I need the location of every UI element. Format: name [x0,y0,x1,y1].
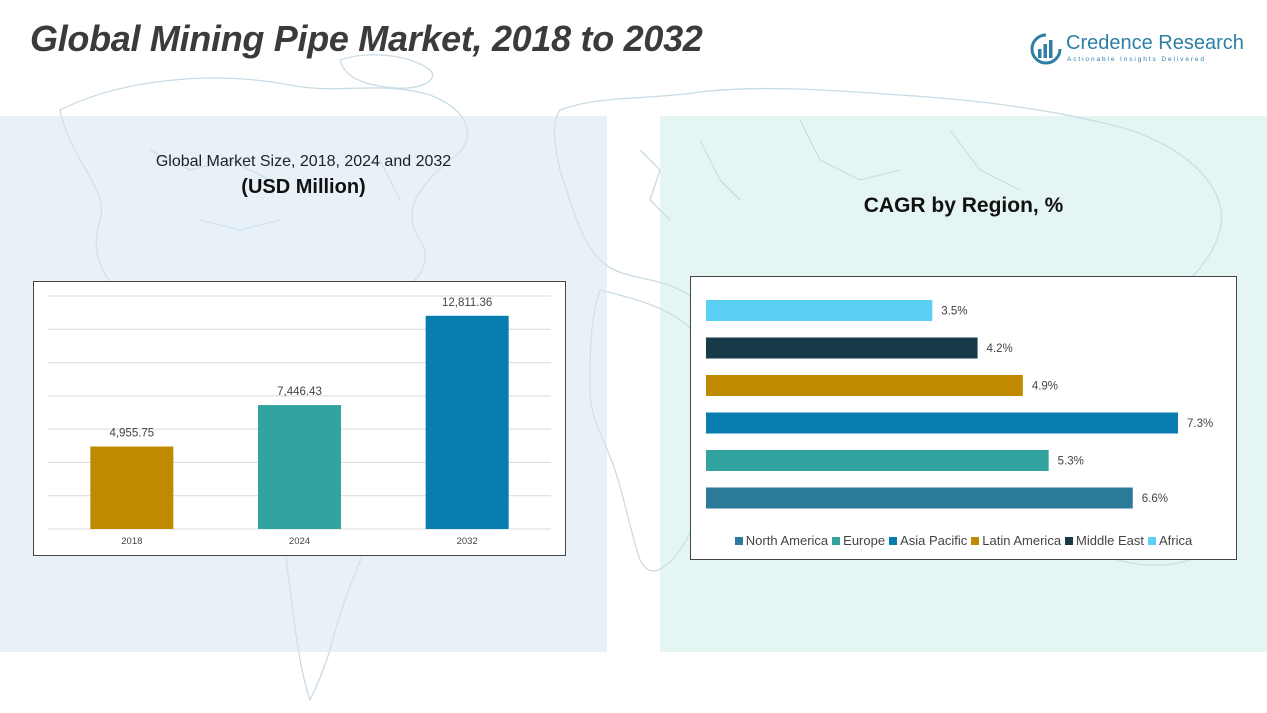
hbar-value-label: 7.3% [1187,418,1213,430]
legend-label: North America [745,533,829,548]
hbar-latin-america [706,375,1023,396]
legend-item: Africa [1147,533,1193,548]
hbar-north-america [706,487,1133,509]
hbar-value-label: 6.6% [1142,493,1168,505]
legend-swatch [889,537,898,545]
hbar-value-label: 3.5% [941,306,967,318]
legend-swatch [971,537,980,545]
cagr-title: CAGR by Region, % [863,194,1064,217]
credence-research-logo: Credence Research Actionable Insights De… [1030,32,1244,72]
legend-label: Latin America [982,533,1062,548]
page-title: Global Mining Pipe Market, 2018 to 2032 [30,18,703,59]
logo-name: Credence Research [1066,32,1244,54]
legend-item: Middle East [1065,533,1144,548]
hbar-europe [706,450,1049,471]
market-size-subtitle: Global Market Size, 2018, 2024 and 2032 [155,153,452,170]
hbar-value-label: 5.3% [1058,456,1084,468]
market-size-chart-svg: 4,955.75 2018 7,446.43 2024 12,811.36 2032 [48,295,551,547]
bar-2024 [258,405,341,529]
logo-tagline: Actionable Insights Delivered [1067,56,1206,63]
bar-2032 [425,315,509,529]
legend-swatch [734,537,743,545]
market-size-chart: 4,955.75 2018 7,446.43 2024 12,811.36 2032 [33,281,566,556]
cagr-chart-svg: 3.5% 4.2% 4.9% 7.3% 5.3% 6.6% [706,300,1213,509]
legend-swatch [1147,537,1156,545]
bar-2018 [90,446,174,529]
bar-value-label: 7,446.43 [277,386,322,398]
cagr-legend: North America Europe Asia Pacific Latin Ame… [691,533,1236,548]
legend-item: Europe [832,533,885,548]
legend-item: Asia Pacific [889,533,967,548]
x-tick-label: 2032 [457,536,478,547]
legend-swatch [1065,537,1074,545]
legend-label: Europe [843,533,886,548]
legend-label: Asia Pacific [900,533,968,548]
hbar-asia-pacific [706,412,1178,434]
legend-label: Africa [1158,533,1193,548]
hbar-middle-east [706,337,978,359]
hbar-value-label: 4.9% [1032,381,1058,393]
legend-swatch [832,537,841,545]
bar-value-label: 4,955.75 [109,428,154,440]
cagr-chart: 3.5% 4.2% 4.9% 7.3% 5.3% 6.6% North America Eu… [690,276,1237,560]
legend-label: Middle East [1076,533,1144,548]
hbar-value-label: 4.2% [987,343,1013,355]
market-size-unit: (USD Million) [241,176,366,198]
legend-item: North America [734,533,829,548]
hbar-africa [706,300,933,321]
bar-value-label: 12,811.36 [442,297,492,309]
x-tick-label: 2024 [289,536,310,547]
x-tick-label: 2018 [121,536,142,547]
bar-chart-circle-icon [1030,33,1062,65]
legend-item: Latin America [971,533,1061,548]
